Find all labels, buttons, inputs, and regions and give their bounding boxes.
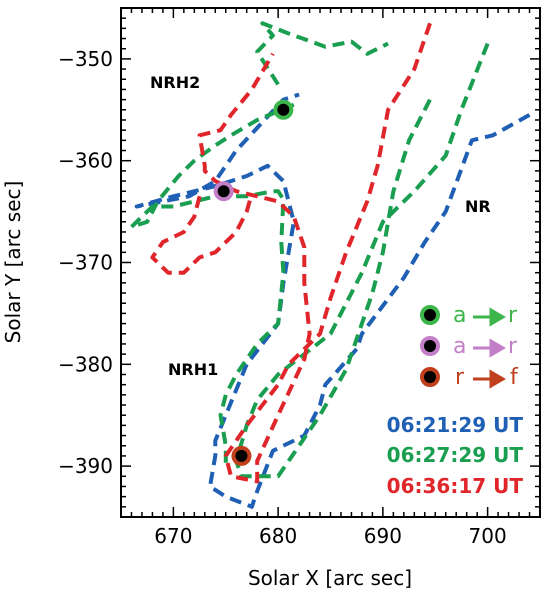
legend-marker-1-icon [420,305,440,325]
legend-marker-2-icon [420,336,440,356]
region-label-nrh1: NRH1 [168,360,218,379]
axis-ticks: 670 680 690 700 −390 −380 −370 −360 −350 [58,7,541,548]
contour-series-3-part-2 [150,192,254,275]
contour-series-1-part-1 [134,92,531,509]
region-label-nrh2: NRH2 [150,73,200,92]
legend-marker-1: a r [420,303,518,328]
marker-point-1 [273,99,294,120]
y-tick-label: −380 [58,352,113,376]
legend-time-blue: 06:21:29 UT [387,413,524,437]
y-tick-label: −370 [58,251,113,275]
legend-marker-3-icon [420,367,440,387]
contour-series-2-part-3 [255,21,389,86]
legend-marker-3-from: r [455,365,465,390]
legend-marker-1-arrow [473,307,506,327]
region-label-nr: NR [465,197,491,216]
x-axis-title: Solar X [arc sec] [248,566,412,590]
x-tick-label: 680 [259,524,297,548]
contour-series-3-part-1 [197,22,432,484]
legend-marker-3-to: f [510,365,519,390]
contour-series-2-part-2 [129,102,295,469]
legend-marker-1-to: r [508,303,518,328]
legend-marker-2-to: r [508,334,518,359]
marker-point-2 [213,181,234,202]
legend-marker-3: r f [420,365,519,390]
legend-time-green: 06:27:29 UT [387,443,524,467]
legend-marker-3-arrow [473,369,506,389]
legend-marker-2: a r [420,334,518,359]
marker-point-3 [231,445,252,466]
y-axis-title: Solar Y [arc sec] [1,181,25,344]
x-tick-label: 690 [364,524,402,548]
marker-layer [213,99,294,466]
legend-marker-2-arrow [473,338,506,358]
legend-marker-1-from: a [453,303,466,328]
legend-marker-2-from: a [453,334,466,359]
y-tick-label: −390 [58,454,113,478]
legend-time-red: 06:36:17 UT [387,474,524,498]
x-tick-label: 670 [154,524,192,548]
y-tick-label: −360 [58,149,113,173]
y-tick-label: −350 [58,47,113,71]
x-tick-label: 700 [469,524,507,548]
